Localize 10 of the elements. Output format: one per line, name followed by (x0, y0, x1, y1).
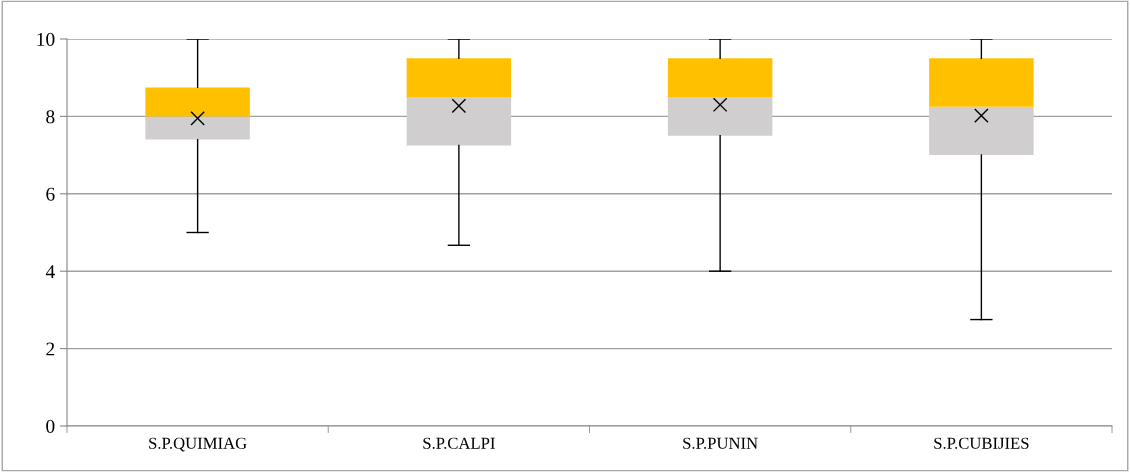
y-tick-label: 10 (37, 32, 55, 46)
x-tick-label: S.P.CALPI (423, 437, 495, 449)
y-tick-label: 0 (46, 419, 55, 433)
x-tick-label: S.P.PUNIN (683, 437, 758, 449)
y-tick-label: 8 (46, 110, 55, 124)
x-tick-label: S.P.CUBIJIES (934, 437, 1029, 449)
x-tick-label: S.P.QUIMIAG (149, 437, 247, 452)
y-tick-label: 4 (45, 265, 55, 278)
y-tick-label: 6 (46, 187, 55, 201)
y-tick-label: 2 (46, 342, 55, 356)
